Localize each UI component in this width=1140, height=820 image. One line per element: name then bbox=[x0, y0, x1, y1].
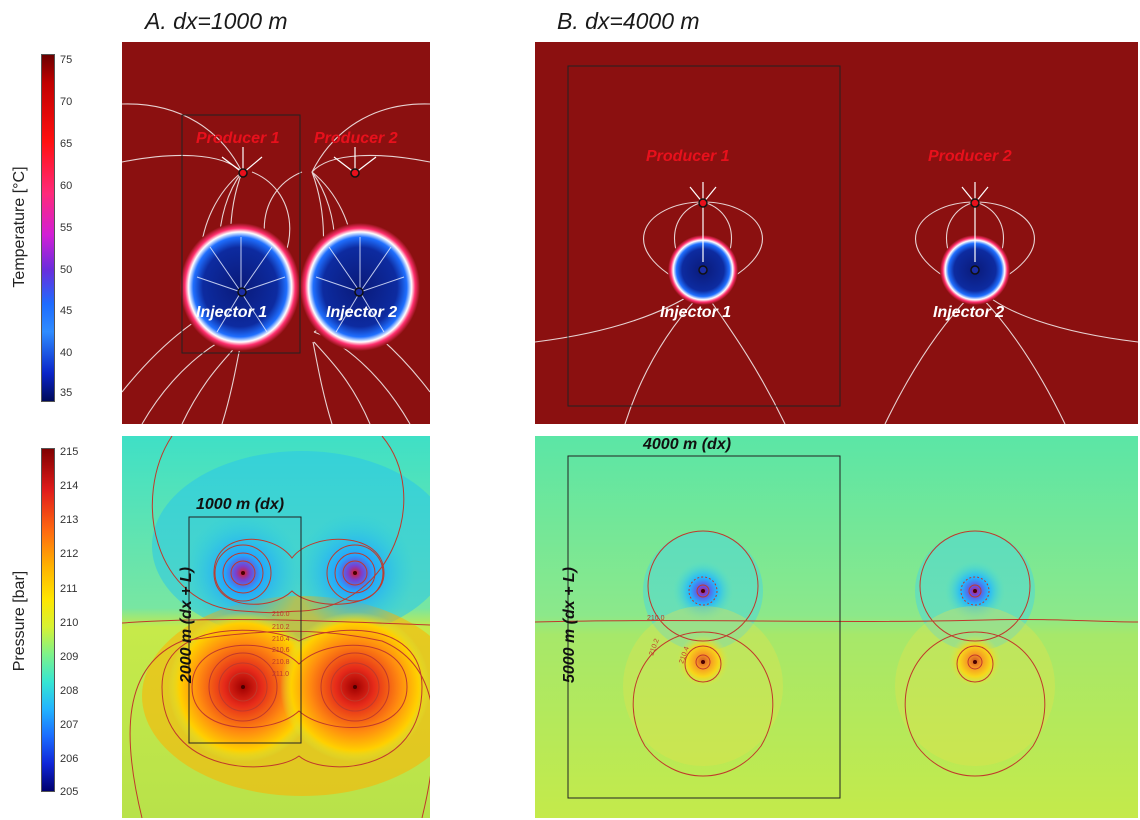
pressure-tick: 210 bbox=[60, 617, 79, 629]
producer-2-well bbox=[353, 571, 357, 575]
pressure-field-a: 210.0 210.2 210.4 210.6 210.8 211.0 bbox=[122, 436, 430, 818]
temperature-map-b: Producer 1 Producer 2 Injector 1 Injecto… bbox=[535, 42, 1138, 424]
temperature-tick: 40 bbox=[60, 347, 73, 359]
pressure-colorbar-ticks: 215 214 213 212 211 210 209 208 207 206 … bbox=[60, 446, 90, 798]
pressure-tick: 215 bbox=[60, 446, 79, 458]
producer-2-label: Producer 2 bbox=[928, 148, 1012, 165]
model-domain-box-a bbox=[188, 516, 302, 744]
model-domain-box-b bbox=[567, 65, 841, 407]
producer-1-well bbox=[701, 589, 705, 593]
pressure-tick: 211 bbox=[60, 583, 78, 595]
temperature-tick: 45 bbox=[60, 305, 73, 317]
producer-1-label: Producer 1 bbox=[646, 148, 730, 165]
dx-l-dimension-label-a: 2000 m (dx + L) bbox=[178, 566, 195, 684]
pressure-tick: 207 bbox=[60, 719, 79, 731]
injector-2-label: Injector 2 bbox=[933, 304, 1005, 321]
contour-label: 210.8 bbox=[272, 659, 290, 666]
temperature-tick: 35 bbox=[60, 387, 73, 399]
pressure-contours-a bbox=[122, 436, 430, 818]
producer-1-well bbox=[238, 168, 248, 178]
dx-dimension-label-b: 4000 m (dx) bbox=[643, 436, 732, 453]
contour-label: 210.2 bbox=[272, 624, 290, 631]
injector-1-well bbox=[237, 287, 247, 297]
cold-plume-injector-1 bbox=[180, 223, 300, 351]
temperature-map-a: Producer 1 Producer 2 Injector 1 Injecto… bbox=[122, 42, 430, 424]
injector-arrows bbox=[196, 237, 405, 333]
pressure-tick: 212 bbox=[60, 548, 79, 560]
injector-2-well bbox=[353, 685, 357, 689]
pressure-tick: 213 bbox=[60, 514, 79, 526]
injector-2-label: Injector 2 bbox=[326, 304, 398, 321]
producer-2-well bbox=[973, 589, 977, 593]
pressure-tick: 206 bbox=[60, 753, 79, 765]
producer-2-well bbox=[350, 168, 360, 178]
temperature-tick: 70 bbox=[60, 96, 73, 108]
injector-1-well bbox=[698, 265, 708, 275]
pressure-contours-b bbox=[535, 530, 1138, 777]
pressure-map-a: 210.0 210.2 210.4 210.6 210.8 211.0 1000… bbox=[122, 436, 430, 818]
contour-label: 211.0 bbox=[272, 671, 289, 678]
temperature-axis-label: Temperature [°C] bbox=[11, 166, 28, 288]
model-domain-box-a bbox=[181, 114, 301, 354]
temperature-tick: 60 bbox=[60, 180, 73, 192]
injector-2-well bbox=[970, 265, 980, 275]
panel-title-a: A. dx=1000 m bbox=[145, 8, 288, 34]
contour-label: 210.6 bbox=[272, 647, 290, 654]
producer-2-label: Producer 2 bbox=[314, 130, 398, 147]
pressure-tick: 209 bbox=[60, 651, 79, 663]
temperature-tick: 75 bbox=[60, 54, 73, 66]
panel-title-b: B. dx=4000 m bbox=[557, 8, 700, 34]
producer-1-label: Producer 1 bbox=[196, 130, 280, 147]
contour-labels-a: 210.0 210.2 210.4 210.6 210.8 211.0 bbox=[272, 611, 290, 678]
contour-label: 210.4 bbox=[272, 636, 290, 643]
producer-2-well bbox=[970, 198, 980, 208]
injector-2-well bbox=[354, 287, 364, 297]
temperature-tick: 50 bbox=[60, 264, 73, 276]
pressure-tick: 208 bbox=[60, 685, 79, 697]
pressure-colorbar bbox=[41, 448, 55, 792]
pressure-tick: 205 bbox=[60, 786, 79, 798]
temperature-tick: 55 bbox=[60, 222, 73, 234]
injector-2-well bbox=[973, 660, 977, 664]
temperature-field-b bbox=[535, 42, 1138, 424]
pressure-field-b: 210.0 210.2 210.4 bbox=[535, 436, 1138, 818]
pressure-tick: 214 bbox=[60, 480, 79, 492]
temperature-field-a bbox=[122, 42, 430, 424]
contour-label: 210.0 bbox=[272, 611, 290, 618]
injector-1-label: Injector 1 bbox=[660, 304, 732, 321]
contour-label: 210.0 bbox=[647, 615, 665, 622]
pressure-axis-label: Pressure [bar] bbox=[11, 570, 28, 672]
injector-1-well bbox=[241, 685, 245, 689]
producer-1-well bbox=[698, 198, 708, 208]
temperature-tick: 65 bbox=[60, 138, 73, 150]
dx-dimension-label-a: 1000 m (dx) bbox=[196, 496, 285, 513]
model-domain-box-b bbox=[567, 455, 841, 799]
producer-1-well bbox=[241, 571, 245, 575]
temperature-colorbar-ticks: 75 70 65 60 55 50 45 40 35 bbox=[60, 54, 90, 402]
injector-1-well bbox=[701, 660, 705, 664]
temperature-colorbar bbox=[41, 54, 55, 402]
dx-l-dimension-label-b: 5000 m (dx + L) bbox=[561, 566, 578, 684]
injector-1-label: Injector 1 bbox=[196, 304, 268, 321]
pressure-map-b: 210.0 210.2 210.4 4000 m (dx) 5000 m (dx… bbox=[535, 436, 1138, 818]
